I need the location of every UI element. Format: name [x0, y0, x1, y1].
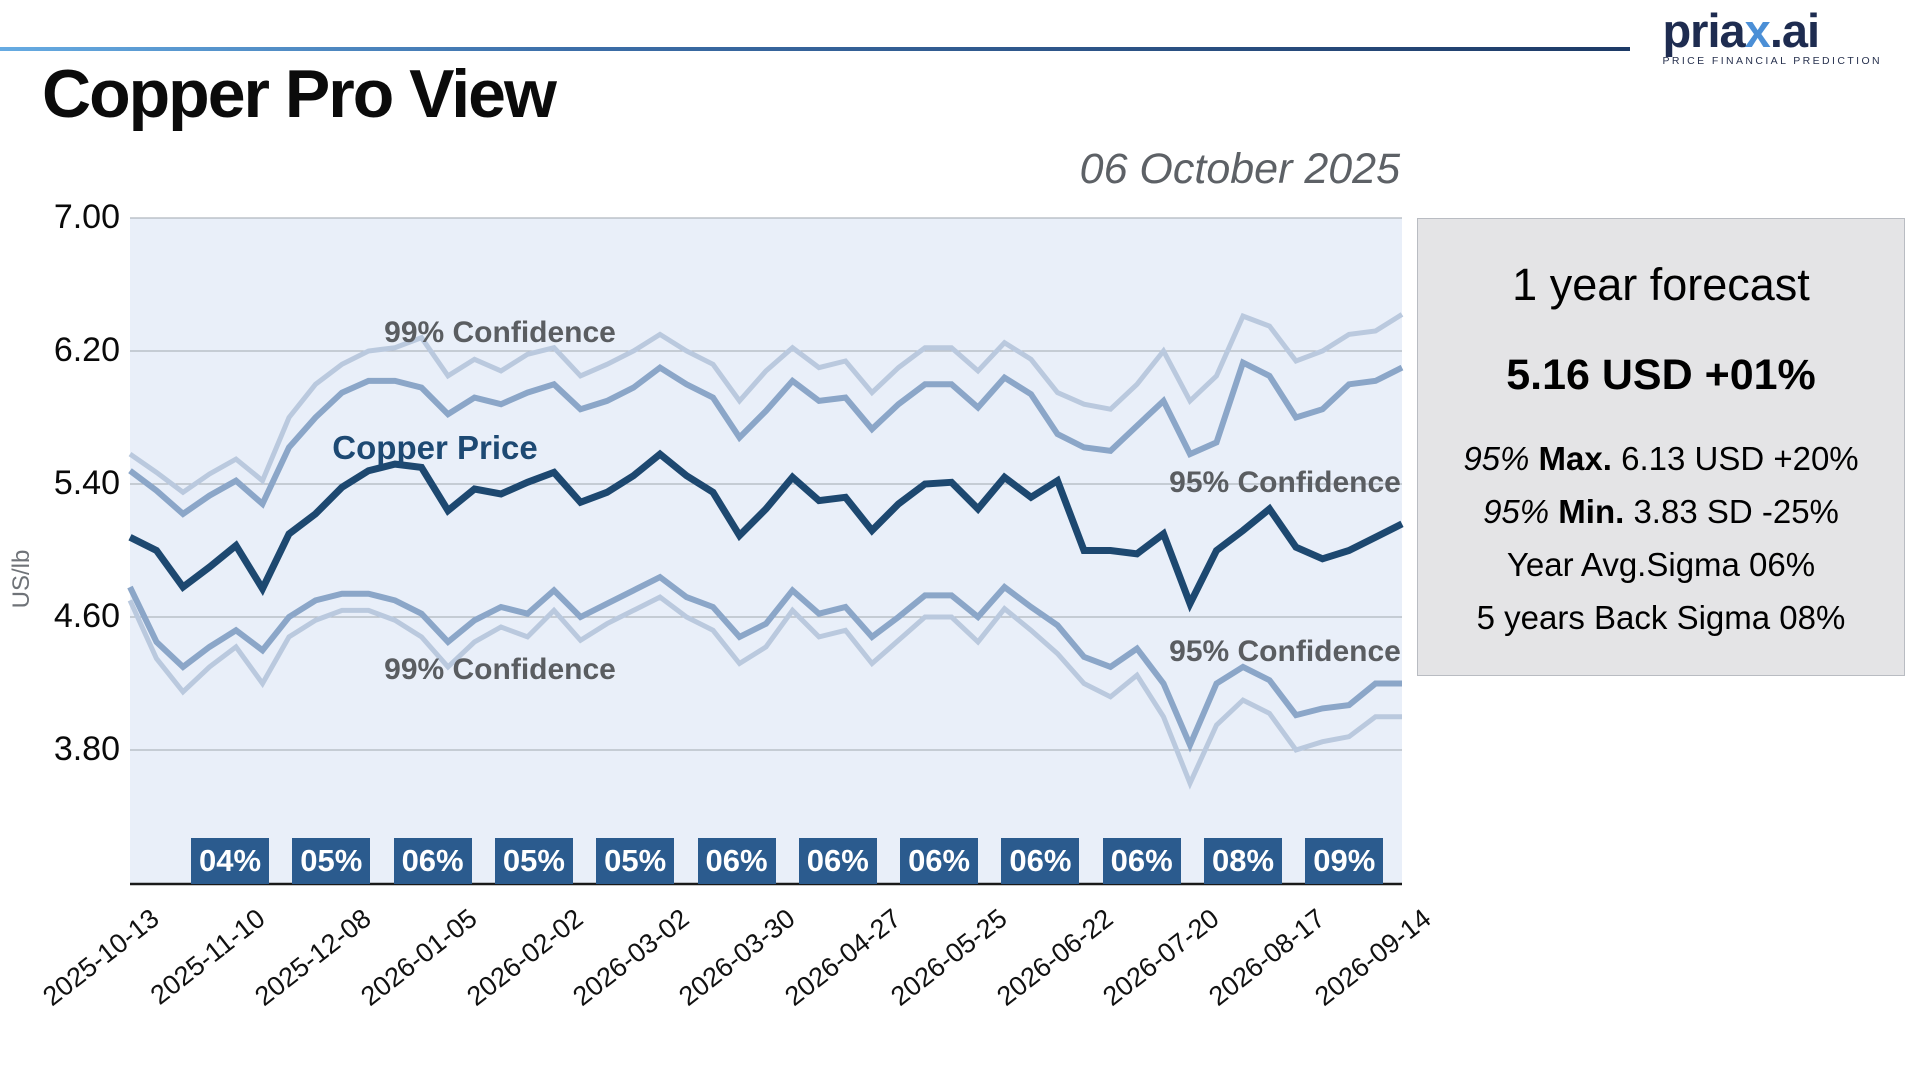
- sigma-badge-2: 05%: [292, 838, 371, 884]
- forecast-max-label: Max.: [1538, 440, 1612, 477]
- sigma-badge-9: 06%: [1001, 838, 1080, 884]
- sigma-badge-5: 05%: [596, 838, 675, 884]
- logo-text-ai: .ai: [1769, 4, 1820, 57]
- page-title: Copper Pro View: [42, 56, 557, 132]
- sigma-badge-8: 06%: [900, 838, 979, 884]
- sigma-badge-7: 06%: [798, 838, 877, 884]
- sigma-badge-6: 06%: [697, 838, 776, 884]
- sigma-badge-10: 06%: [1102, 838, 1181, 884]
- header-divider-line: [0, 47, 1630, 51]
- y-tick-3.80: 3.80: [53, 730, 120, 768]
- priax-logo-wordmark: priax.ai: [1662, 6, 1882, 55]
- forecast-max-confidence: 95%: [1463, 440, 1539, 477]
- forecast-year-sigma-value: Year Avg.Sigma 06%: [1506, 546, 1816, 583]
- priax-logo-tagline: PRICE FINANCIAL PREDICTION: [1662, 55, 1882, 68]
- chart-label-95-confidence: 95% Confidence: [1169, 635, 1401, 668]
- chart-label-99-confidence: 99% Confidence: [384, 653, 616, 686]
- sigma-badge-12: 09%: [1305, 838, 1384, 884]
- sigma-badge-11: 08%: [1204, 838, 1282, 884]
- logo-text-x: x: [1744, 4, 1771, 57]
- 95-confidence-upper-line: [128, 358, 1404, 518]
- sigma-badge-1: 04%: [191, 838, 269, 884]
- 99-confidence-upper-line: [128, 312, 1404, 496]
- forecast-panel-title: 1 year forecast: [1512, 259, 1810, 310]
- forecast-back-sigma-row: 5 years Back Sigma 08%: [1418, 591, 1904, 644]
- forecast-min-row: 95% Min. 3.83 SD -25%: [1418, 485, 1904, 538]
- chart-label-copper-price: Copper Price: [332, 429, 538, 466]
- forecast-headline-value: 5.16 USD +01%: [1506, 351, 1816, 399]
- forecast-min-confidence: 95%: [1483, 493, 1559, 530]
- chart-label-99-confidence: 99% Confidence: [384, 316, 616, 349]
- y-tick-4.60: 4.60: [53, 597, 120, 635]
- y-tick-5.40: 5.40: [53, 464, 120, 502]
- copper-price-line: [128, 449, 1404, 613]
- forecast-min-label: Min.: [1558, 493, 1625, 530]
- y-tick-7.00: 7.00: [53, 198, 120, 236]
- logo-text-pri: pria: [1662, 4, 1745, 57]
- 99-confidence-lower-line: [127, 594, 1402, 790]
- forecast-back-sigma-value: 5 years Back Sigma 08%: [1476, 599, 1846, 636]
- 95-confidence-lower-line: [127, 573, 1402, 753]
- forecast-summary-panel: 1 year forecast 5.16 USD +01% 95% Max. 6…: [1417, 218, 1905, 676]
- chart-label-95-confidence: 95% Confidence: [1169, 466, 1401, 499]
- priax-logo: priax.ai PRICE FINANCIAL PREDICTION: [1662, 6, 1882, 68]
- forecast-year-sigma-row: Year Avg.Sigma 06%: [1418, 538, 1904, 591]
- y-axis-unit-label: US/lb: [8, 549, 35, 609]
- y-tick-6.20: 6.20: [53, 331, 120, 369]
- plot-area: [130, 218, 1402, 883]
- forecast-max-value: 6.13 USD +20%: [1611, 440, 1859, 477]
- forecast-min-value: 3.83 SD -25%: [1624, 493, 1839, 530]
- forecast-max-row: 95% Max. 6.13 USD +20%: [1418, 432, 1904, 485]
- sigma-badge-3: 06%: [393, 838, 472, 884]
- sigma-badge-4: 05%: [494, 838, 573, 884]
- report-date: 06 October 2025: [1079, 145, 1400, 193]
